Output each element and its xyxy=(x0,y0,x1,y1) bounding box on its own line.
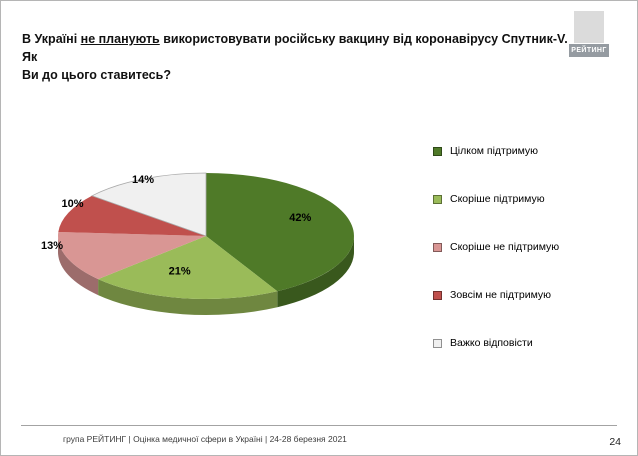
pie-slice xyxy=(58,232,206,280)
rating-logo-mark xyxy=(574,11,604,43)
legend-swatch xyxy=(433,242,442,252)
pie-slice-side xyxy=(277,236,354,308)
legend-item: Скоріше підтримую xyxy=(433,193,559,205)
legend-label: Зовсім не підтримую xyxy=(450,289,552,301)
legend-swatch xyxy=(433,194,442,204)
pie-slice xyxy=(90,172,207,237)
legend-swatch xyxy=(433,290,442,300)
page-number: 24 xyxy=(609,436,621,448)
footer-divider xyxy=(21,425,617,426)
page-title: В Україні не планують використовувати ро… xyxy=(22,30,570,84)
title-underlined: не планують xyxy=(80,32,160,46)
pie-slice xyxy=(206,173,354,292)
legend-item: Скоріше не підтримую xyxy=(433,241,559,253)
pie-slice xyxy=(58,195,206,236)
title-prefix: В Україні xyxy=(22,32,81,46)
legend-label: Скоріше підтримую xyxy=(450,193,545,205)
rating-logo-text: РЕЙТИНГ xyxy=(569,44,609,57)
title-line2: Ви до цього ставитесь? xyxy=(22,68,171,83)
legend-item: Зовсім не підтримую xyxy=(433,289,559,301)
legend-swatch xyxy=(433,338,442,348)
legend-label: Скоріше не підтримую xyxy=(450,241,560,253)
legend-swatch xyxy=(433,146,442,156)
legend-item: Важко відповісти xyxy=(433,337,559,349)
pie-slice-side xyxy=(58,236,99,296)
pie-label: 13% xyxy=(41,240,63,252)
legend-label: Важко відповісти xyxy=(450,337,533,349)
legend-label: Цілком підтримую xyxy=(450,145,539,157)
pie-label: 14% xyxy=(132,174,154,186)
chart-legend: Цілком підтримую Скоріше підтримую Скорі… xyxy=(433,145,559,349)
footer-text: група РЕЙТИНГ | Оцінка медичної сфери в … xyxy=(63,434,347,444)
pie-label: 21% xyxy=(169,266,191,278)
legend-item: Цілком підтримую xyxy=(433,145,559,157)
pie-slice-side xyxy=(98,279,278,315)
pie-label: 42% xyxy=(289,212,311,224)
title-rest: використовувати російську вакцину від ко… xyxy=(22,32,568,65)
pie-slice xyxy=(98,236,278,299)
pie-label: 10% xyxy=(61,198,83,210)
rating-logo: РЕЙТИНГ xyxy=(569,11,609,57)
